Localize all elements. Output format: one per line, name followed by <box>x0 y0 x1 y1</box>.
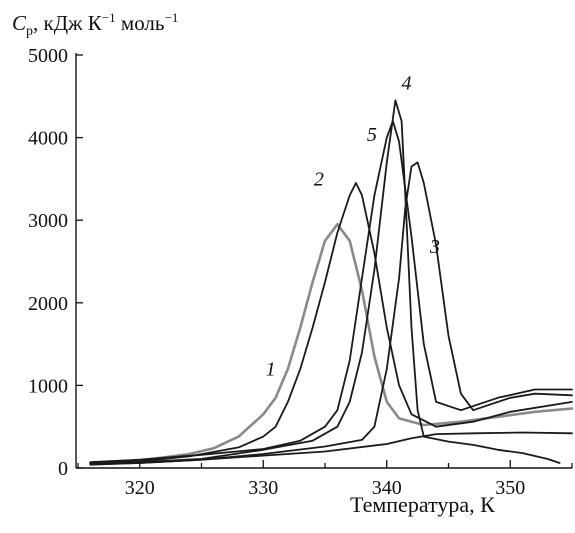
y-tick-label: 4000 <box>28 128 68 150</box>
x-tick-label: 350 <box>495 477 525 499</box>
y-axis-title: Cp, кДж К−1 моль−1 <box>12 10 178 40</box>
series-label-5: 5 <box>367 124 377 146</box>
y-axis-subscript: p <box>26 24 34 40</box>
y-axis-symbol: C <box>12 11 27 35</box>
series-line-4 <box>89 99 561 465</box>
x-tick-label: 330 <box>248 477 278 499</box>
y-tick-label: 3000 <box>28 210 68 232</box>
series-line-5 <box>89 120 573 464</box>
series-line-2 <box>89 182 573 464</box>
y-axis-unit-1: , кДж К <box>33 11 102 35</box>
y-tick-label: 1000 <box>28 375 68 397</box>
series-line-1 <box>89 223 574 465</box>
series-label-4: 4 <box>402 73 412 95</box>
y-tick-label: 2000 <box>28 293 68 315</box>
series-label-2: 2 <box>314 169 324 191</box>
x-tick-label: 340 <box>372 477 402 499</box>
x-tick-label: 320 <box>125 477 155 499</box>
series-label-3: 3 <box>429 236 440 258</box>
series-label-1: 1 <box>266 358 276 380</box>
y-axis-unit-2: моль <box>115 11 165 35</box>
x-axis-title: Температура, К <box>350 492 495 517</box>
y-tick-label: 5000 <box>28 45 68 67</box>
y-tick-label: 0 <box>58 458 68 480</box>
y-axis-exp-1: −1 <box>101 10 116 25</box>
series-line-baseline <box>89 431 573 466</box>
y-axis-exp-2: −1 <box>164 10 179 25</box>
